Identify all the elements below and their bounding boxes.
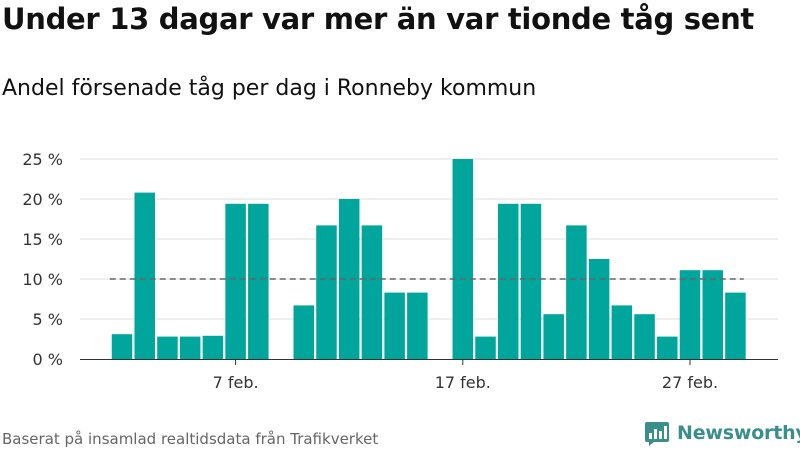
bar: [111, 334, 133, 359]
bar: [316, 225, 337, 359]
y-tick-label: 5 %: [33, 310, 63, 329]
x-tick-label: 7 feb.: [213, 373, 259, 392]
bar: [225, 203, 246, 359]
y-tick-label: 20 %: [22, 190, 63, 209]
bar: [452, 159, 474, 359]
bar: [179, 336, 201, 359]
bar: [134, 192, 155, 359]
chart-subtitle: Andel försenade tåg per dag i Ronneby ko…: [2, 76, 537, 101]
bar: [157, 336, 178, 359]
bar: [475, 336, 496, 359]
bar: [725, 292, 746, 359]
bar: [657, 336, 678, 359]
bar: [702, 270, 723, 359]
y-tick-label: 0 %: [33, 350, 63, 369]
bar: [202, 335, 224, 359]
y-tick-label: 25 %: [22, 150, 63, 169]
chart-title: Under 13 dagar var mer än var tionde tåg…: [2, 2, 754, 36]
bar: [566, 225, 587, 359]
x-tick-label: 27 feb.: [662, 373, 718, 392]
source-note: Baserat på insamlad realtidsdata från Tr…: [2, 430, 379, 448]
x-tick-label: 17 feb.: [435, 373, 491, 392]
newsworthy-logo[interactable]: Newsworthy: [644, 420, 800, 446]
bar: [384, 292, 405, 359]
bar-chart: 0 % 5 % 10 % 15 % 20 % 25 % 7 feb. 17 feb. 27 fe…: [22, 150, 778, 392]
newsworthy-logo-icon: [645, 422, 669, 446]
bar: [611, 305, 633, 359]
bar: [679, 270, 701, 359]
bar: [361, 225, 383, 359]
bar: [497, 203, 519, 359]
newsworthy-logo-text: Newsworthy: [677, 422, 800, 444]
bar: [407, 292, 428, 359]
bar: [338, 199, 360, 359]
y-tick-label: 15 %: [22, 230, 63, 249]
bar: [248, 203, 269, 359]
y-tick-label: 10 %: [22, 270, 63, 289]
bar: [588, 259, 610, 359]
bar: [543, 314, 564, 359]
bar: [293, 305, 315, 359]
bar: [520, 203, 542, 359]
bar: [634, 314, 655, 359]
